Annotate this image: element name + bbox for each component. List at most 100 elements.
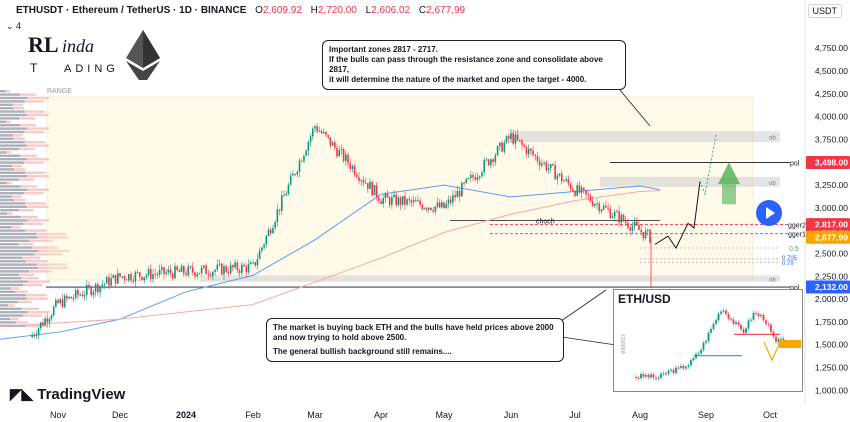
candle-body [72, 297, 75, 299]
candle-body [512, 133, 515, 144]
inset-candle-body [777, 339, 780, 342]
inset-candle-body [750, 319, 752, 321]
candle-body [519, 139, 521, 141]
inset-candle-body [692, 358, 695, 361]
callout-top[interactable]: Important zones 2817 - 2717. If the bull… [322, 40, 626, 90]
candle-body [342, 149, 345, 161]
volume-profile-bar [0, 130, 25, 134]
y-tick-label: 4,000.00 [815, 112, 848, 122]
volume-profile-bar [0, 137, 14, 140]
candle-body [269, 229, 272, 234]
volume-profile-bar [11, 226, 21, 229]
volume-profile-bar [27, 158, 50, 161]
inset-candle-body [635, 377, 637, 378]
candle-body [633, 221, 636, 227]
candle-body [276, 209, 279, 222]
candle-body [200, 267, 203, 273]
candle-body [605, 205, 607, 208]
candle-body [629, 227, 631, 231]
candle-body [373, 185, 376, 196]
candle-body [245, 266, 248, 273]
candle-body [256, 259, 259, 266]
candle-body [476, 176, 479, 180]
open-value: 2,609.92 [262, 5, 302, 16]
volume-profile-bar [19, 117, 36, 120]
candle-body [445, 203, 448, 209]
currency-button[interactable]: USDT [807, 4, 842, 18]
candle-body [261, 247, 263, 251]
trigger1-label: gger1 [788, 232, 806, 239]
volume-profile-bar [0, 239, 30, 242]
candle-body [364, 182, 367, 184]
inset-candle-body [665, 373, 667, 375]
volume-profile-bar [27, 127, 50, 130]
volume-profile-bar [12, 164, 23, 168]
candle-body [48, 318, 51, 323]
candle-body [119, 273, 121, 277]
volume-profile-bar [0, 321, 16, 324]
volume-profile-bar [38, 249, 70, 253]
volume-profile-bar [18, 209, 34, 212]
inset-candle-body [775, 336, 777, 342]
candle-body [42, 322, 44, 326]
candle-body [241, 264, 243, 273]
x-tick-label: Mar [307, 410, 323, 420]
x-tick-label: Sep [698, 410, 714, 420]
inset-candle-body [710, 328, 712, 333]
volume-profile-bar [0, 120, 6, 123]
candle-body [139, 272, 141, 277]
volume-profile-bar [0, 141, 25, 144]
price-tag-2132: 2,132.00 [815, 282, 848, 292]
volume-profile-bar [0, 222, 24, 225]
candle-body [300, 160, 303, 162]
volume-profile-bar [0, 317, 11, 321]
candle-body [44, 318, 46, 326]
inset-price-tag [779, 340, 801, 348]
volume-profile-bar [0, 300, 18, 304]
candle-body [37, 328, 40, 336]
candle-body [611, 216, 614, 218]
indicator-count[interactable]: ⌄ 4 [6, 21, 22, 31]
inset-candle-body [757, 313, 760, 317]
candle-body [541, 163, 543, 166]
candle-body [191, 267, 194, 273]
candle-body [447, 199, 450, 204]
volume-profile-bar [0, 226, 12, 229]
candle-body [214, 269, 216, 272]
volume-profile-bar [0, 314, 24, 317]
candle-body [560, 173, 563, 182]
volume-profile-bar [6, 212, 13, 215]
candle-body [525, 146, 528, 155]
candle-body [116, 273, 119, 284]
volume-profile-bar [36, 232, 67, 236]
callout-top-title: Important zones 2817 - 2717. [329, 45, 438, 54]
volume-profile-bar [25, 324, 47, 327]
tradingview-logo: ◤◣ TradingView [10, 386, 126, 403]
candle-body [52, 306, 55, 316]
volume-profile-bar [19, 124, 37, 127]
volume-profile-bar [25, 294, 47, 297]
volume-profile-bar [12, 134, 23, 137]
candle-body [576, 185, 579, 196]
symbol-title[interactable]: ETHUSDT · Ethereum / TetherUS · 1D · BIN… [16, 5, 247, 16]
candle-body [427, 207, 430, 210]
callout-bottom[interactable]: The market is buying back ETH and the bu… [266, 318, 564, 362]
volume-profile-bar [0, 249, 39, 253]
candle-body [503, 142, 506, 152]
price-tag-3498-bg [806, 155, 850, 169]
inset-candle-body [700, 349, 702, 354]
candle-body [585, 189, 587, 195]
inset-down-arrow [763, 341, 781, 362]
candle-body [31, 334, 33, 338]
volume-profile-bar [0, 219, 28, 222]
candle-body [183, 266, 185, 274]
candle-body [598, 203, 601, 212]
candle-body [358, 177, 360, 181]
candle-body [563, 180, 565, 182]
candle-body [74, 290, 77, 298]
volume-profile-bar [0, 127, 28, 130]
inset-candle-body [667, 370, 670, 374]
replay-play-button[interactable] [756, 200, 782, 226]
candle-body [395, 194, 398, 206]
